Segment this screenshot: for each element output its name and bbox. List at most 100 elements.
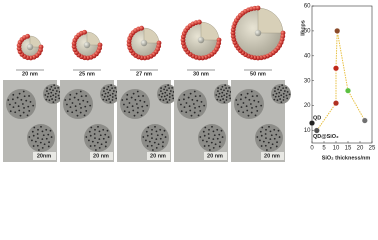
tem-dot: [97, 125, 99, 128]
tem-dot: [79, 90, 82, 93]
tem-dot: [58, 97, 61, 100]
tem-dot: [242, 102, 245, 104]
tem-dot: [219, 99, 222, 102]
tem-dot: [135, 103, 138, 105]
tem-dot: [208, 137, 210, 140]
tem-dot: [109, 89, 111, 92]
tem-dot: [169, 90, 172, 92]
tem-dot: [288, 93, 291, 96]
tem-dot: [137, 95, 140, 98]
tem-dot: [240, 93, 243, 96]
shell-label: 30 nm: [193, 71, 209, 77]
tem-dot: [42, 134, 45, 137]
tem-dot: [196, 99, 199, 102]
quantum-dot: [16, 46, 22, 52]
tem-dot: [98, 138, 101, 141]
tem-dot: [193, 111, 196, 114]
tem-dot: [267, 141, 270, 144]
tem-dot: [285, 94, 288, 97]
tem-dot: [163, 95, 166, 98]
tem-dot: [40, 125, 42, 128]
tem-dot: [145, 139, 147, 142]
tem-dot: [17, 105, 20, 108]
tem-dot: [228, 86, 231, 89]
tem-dot: [200, 100, 203, 103]
tem-dot: [54, 99, 57, 101]
tem-dot: [28, 136, 31, 138]
tem-dot: [198, 105, 201, 108]
tem-dot: [46, 95, 49, 98]
tem-dot: [18, 92, 21, 95]
tem-dot: [264, 133, 267, 135]
tem-dot: [162, 141, 164, 144]
tem-dot: [155, 130, 158, 133]
tem-dot: [48, 141, 50, 144]
tem-dot: [49, 129, 52, 132]
tem-dot: [244, 96, 247, 99]
tem-dot: [121, 99, 124, 101]
tem-dot: [202, 130, 205, 133]
tem-dot: [270, 134, 273, 137]
tem-dot: [89, 145, 92, 147]
scale-bar-bg: [147, 152, 170, 160]
tem-dot: [111, 99, 114, 101]
tem-dot: [155, 146, 158, 149]
tem-dot: [271, 143, 274, 146]
tem-dot: [36, 133, 39, 135]
tem-dot: [247, 114, 250, 117]
tem-dot: [102, 98, 105, 101]
tem-dot: [52, 89, 54, 92]
tem-dot: [107, 136, 110, 138]
tem-dot: [180, 110, 183, 113]
tem-dot: [126, 93, 129, 96]
tem-dot: [208, 149, 211, 151]
tem-dot: [52, 101, 55, 104]
tem-dot: [282, 87, 285, 90]
tem-dot: [203, 134, 206, 137]
tem-dot: [103, 87, 105, 89]
tem-dot: [286, 91, 289, 93]
tem-dot: [225, 99, 228, 101]
tem-dot: [172, 97, 175, 100]
tem-dot: [207, 144, 210, 147]
tem-dot: [68, 98, 71, 101]
tem-dot: [26, 114, 29, 117]
tem-dot: [16, 96, 19, 99]
tem-dot: [268, 125, 270, 128]
tem-dot: [220, 129, 223, 132]
x-tick-label: 20: [357, 146, 364, 152]
tem-dot: [101, 94, 104, 96]
tem-dot: [151, 137, 153, 140]
core: [197, 36, 205, 44]
tem-dot: [142, 95, 144, 97]
tem-dot: [275, 133, 278, 136]
tem-dot: [202, 139, 204, 142]
tem-dot: [147, 126, 150, 129]
annotation: QD@SiO₂: [313, 134, 339, 140]
tem-dot: [217, 95, 220, 98]
tem-dot: [7, 99, 10, 101]
tem-dot: [199, 95, 201, 97]
tem-dot: [33, 126, 36, 129]
tem-dot: [225, 96, 228, 98]
tem-dot: [221, 85, 224, 88]
tem-dot: [211, 125, 213, 128]
tem-particle: [214, 84, 234, 104]
tem-dot: [32, 104, 35, 107]
tem-dot: [180, 103, 182, 106]
tem-dot: [216, 98, 219, 101]
y-tick-label: 20: [304, 103, 311, 109]
tem-dot: [246, 109, 249, 112]
tem-dot: [141, 105, 144, 108]
tem-dot: [71, 111, 74, 114]
tem-particle: [198, 124, 226, 152]
tem-dot: [64, 99, 67, 101]
tem-dot: [164, 91, 167, 94]
tem-dot: [193, 90, 196, 93]
tem-dot: [75, 92, 78, 95]
tem-dot: [280, 89, 282, 92]
tem-dot: [110, 84, 113, 87]
tem-dot: [111, 92, 114, 95]
quantum-dot: [196, 19, 202, 25]
tem-dot: [77, 98, 80, 101]
